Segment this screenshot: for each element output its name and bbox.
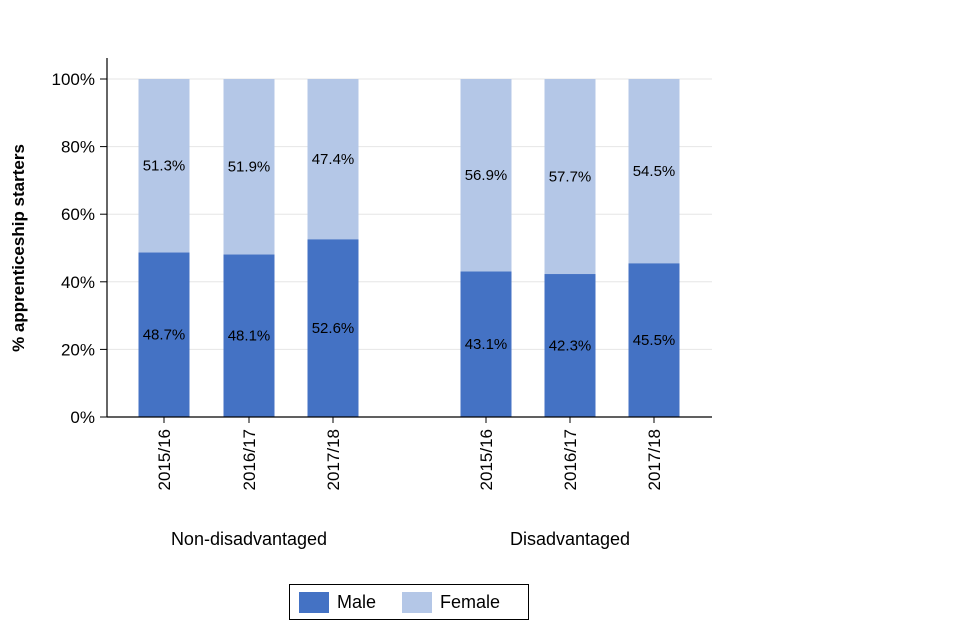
- bar-segment-female: [628, 79, 680, 264]
- bar-segment-male: [628, 263, 680, 417]
- legend-item-male: Male: [299, 591, 377, 613]
- group-label: Non-disadvantaged: [171, 529, 327, 549]
- data-label: 57.7%: [549, 169, 592, 186]
- legend: Male Female: [289, 584, 529, 620]
- data-label: 54.5%: [633, 163, 676, 180]
- bar-segment-male: [138, 252, 190, 417]
- x-tick-label: 2016/17: [561, 429, 580, 490]
- bar-segment-male: [223, 254, 275, 417]
- bar-segment-female: [307, 79, 359, 240]
- y-tick-label: 100%: [52, 70, 95, 89]
- legend-item-female: Female: [402, 591, 501, 613]
- bar-segment-female: [544, 79, 596, 275]
- bar-segment-female: [223, 79, 275, 255]
- data-label: 56.9%: [465, 167, 508, 184]
- y-tick-label: 40%: [61, 273, 95, 292]
- data-label: 42.3%: [549, 338, 592, 355]
- bar-segment-female: [138, 79, 190, 253]
- legend-swatch-female: [402, 591, 433, 613]
- data-label: 47.4%: [312, 151, 355, 168]
- data-label: 43.1%: [465, 336, 508, 353]
- x-tick-label: 2015/16: [155, 429, 174, 490]
- y-tick-label: 20%: [61, 340, 95, 359]
- x-tick-label: 2017/18: [324, 429, 343, 490]
- legend-label-male: Male: [337, 591, 377, 612]
- data-label: 45.5%: [633, 332, 676, 349]
- y-axis-title: % apprenticeship starters: [9, 144, 28, 352]
- data-label: 52.6%: [312, 320, 355, 337]
- bar-segment-male: [544, 274, 596, 417]
- legend-label-female: Female: [440, 591, 501, 612]
- x-tick-label: 2015/16: [477, 429, 496, 490]
- x-tick-label: 2017/18: [645, 429, 664, 490]
- data-label: 51.3%: [143, 158, 186, 175]
- legend-swatch-male: [299, 591, 329, 613]
- y-tick-label: 80%: [61, 138, 95, 157]
- bar-segment-female: [460, 79, 512, 272]
- x-tick-label: 2016/17: [240, 429, 259, 490]
- data-label: 51.9%: [228, 159, 271, 176]
- data-label: 48.7%: [143, 327, 186, 344]
- bar-segment-male: [307, 239, 359, 417]
- y-tick-label: 0%: [70, 408, 95, 427]
- bar-segment-male: [460, 271, 512, 417]
- data-label: 48.1%: [228, 328, 271, 345]
- y-tick-label: 60%: [61, 205, 95, 224]
- group-label: Disadvantaged: [510, 529, 630, 549]
